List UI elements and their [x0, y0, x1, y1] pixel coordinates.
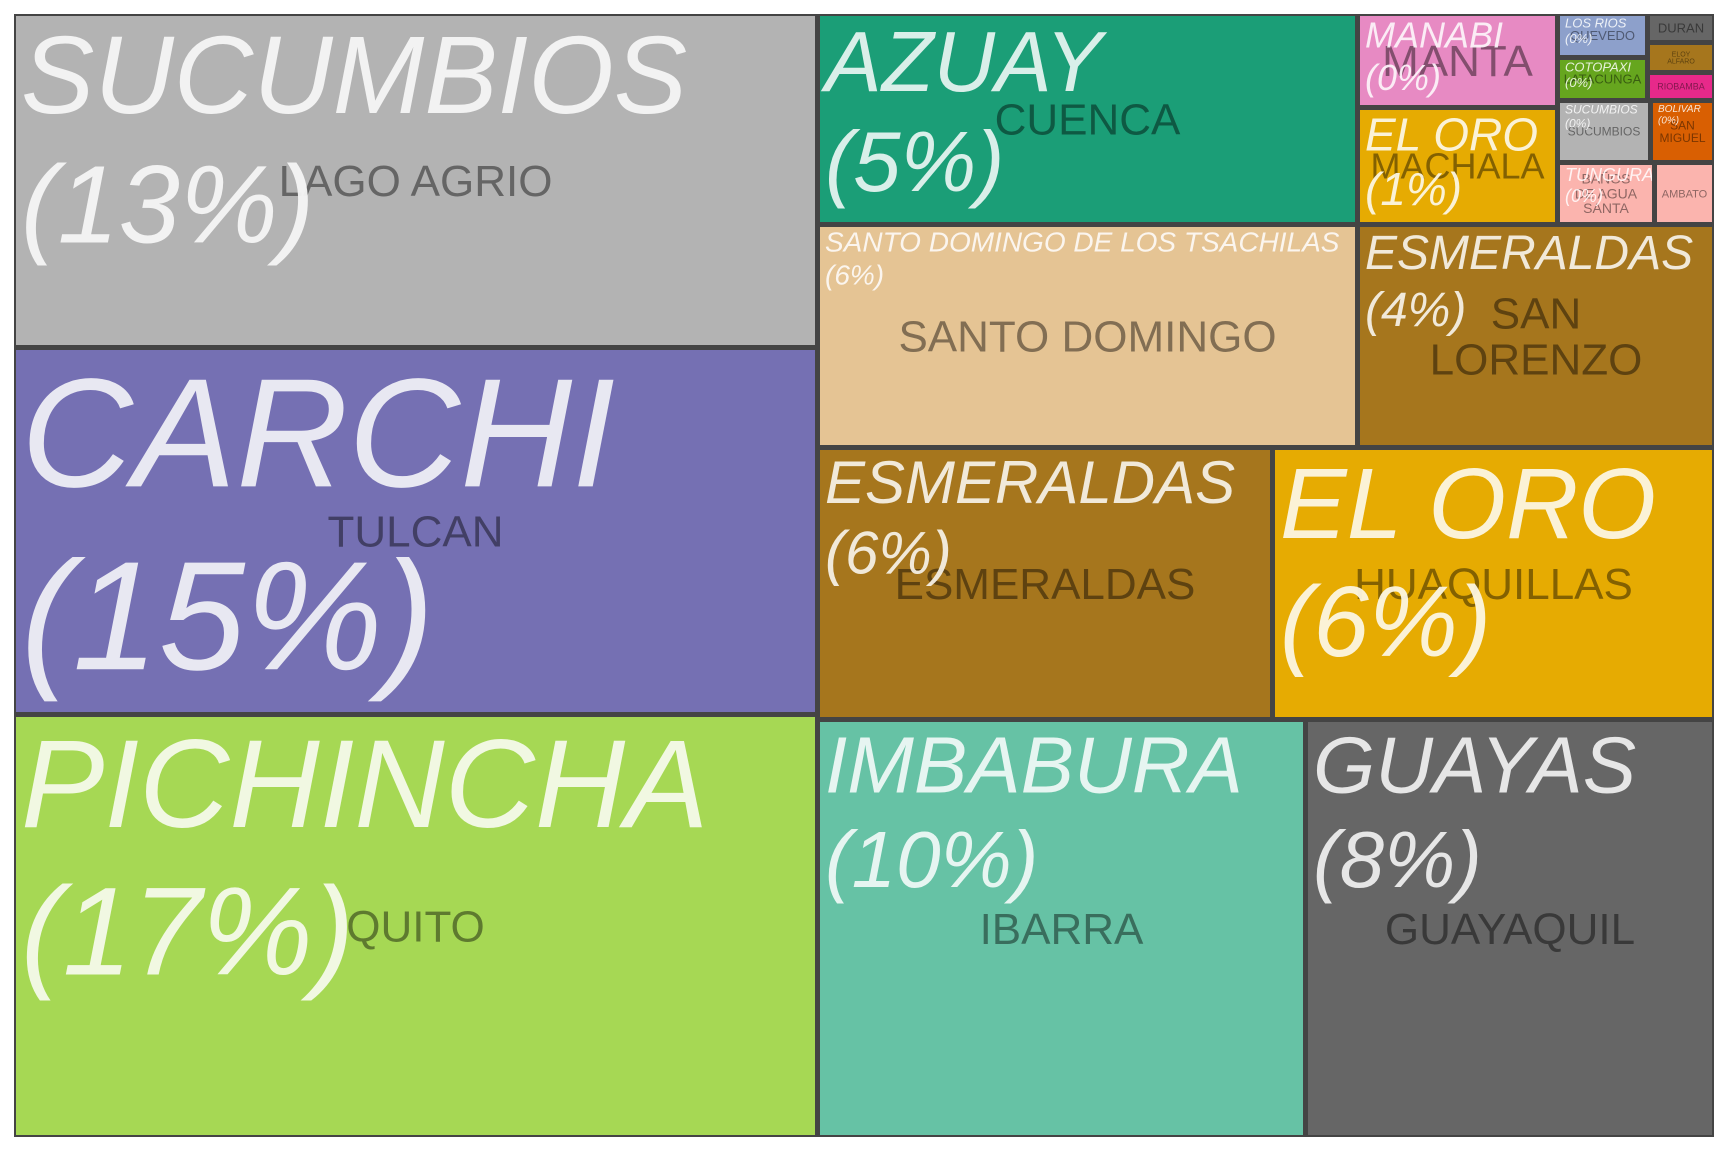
city-label: LAGO AGRIO [279, 157, 553, 206]
city-label: SAN MIGUEL [1659, 118, 1705, 145]
treemap-rect [1650, 45, 1712, 70]
province-label: MANABI (0%) [1365, 15, 1503, 98]
treemap-rect [1560, 165, 1652, 222]
treemap-rect [820, 450, 1270, 717]
treemap-rect [1657, 165, 1712, 222]
treemap-cell: SANTO DOMINGO SANTO DOMINGO DE LOS TSACHI… [820, 227, 1355, 445]
city-label: QUITO [346, 902, 485, 951]
province-label: EL ORO (6%) [1280, 448, 1656, 678]
treemap-cell: DURAN [1650, 16, 1712, 40]
province-label: SANTO DOMINGO DE LOS TSACHILAS (6%) [825, 227, 1340, 291]
city-label: QUEVEDO [1570, 28, 1635, 43]
treemap-rect [16, 717, 815, 1135]
city-label: MACHALA [1370, 146, 1544, 187]
treemap-cell: ELOY ALFARO [1650, 45, 1712, 70]
city-label: CUENCA [995, 95, 1181, 144]
city-label: AMBATO [1662, 188, 1708, 200]
province-label: PICHINCHA (17%) [21, 715, 709, 1002]
treemap-rect [16, 350, 815, 712]
city-label: RIOBAMBA [1657, 82, 1705, 92]
province-label: LOS RIOS (0%) [1565, 15, 1627, 45]
city-label: SUCUMBIOS [1568, 125, 1641, 139]
city-label: SAN LORENZO [1430, 289, 1643, 384]
city-label: LATACUNGA [1564, 72, 1642, 87]
province-label: IMBABURA (10%) [825, 720, 1243, 903]
province-label: SUCUMBIOS (13%) [21, 14, 687, 267]
province-label: AZUAY (5%) [820, 15, 1107, 210]
treemap-rect [820, 722, 1303, 1135]
province-label: ESMERALDAS (4%) [1365, 227, 1693, 337]
treemap-rect [820, 16, 1355, 222]
city-label: SANTO DOMINGO [898, 312, 1276, 361]
treemap-rect [1360, 110, 1555, 222]
province-label: BOLIVAR (0%) [1658, 104, 1701, 127]
province-label: SUCUMBIOS (0%) [1565, 103, 1638, 131]
city-label: BAÑOS DE AGUA SANTA [1575, 171, 1638, 216]
city-label: DURAN [1658, 21, 1704, 36]
city-label: IBARRA [980, 905, 1144, 954]
city-label: MANTA [1382, 37, 1533, 86]
city-label: ESMERALDAS [895, 560, 1196, 609]
city-label: GUAYAQUIL [1385, 905, 1635, 954]
treemap-rect [1360, 16, 1555, 105]
province-label: EL ORO (1%) [1365, 108, 1538, 214]
treemap-rect [1653, 103, 1712, 160]
treemap-cell: AMBATO [1657, 165, 1712, 222]
treemap-rect [1308, 722, 1712, 1135]
treemap-cell: RIOBAMBA [1650, 75, 1712, 98]
treemap-rect [1650, 75, 1712, 98]
treemap-rect [820, 227, 1355, 445]
treemap-rect [1360, 227, 1712, 445]
treemap-rect [1650, 16, 1712, 40]
treemap-rect [1560, 60, 1645, 98]
treemap-rect [1560, 16, 1645, 55]
province-label: GUAYAS (8%) [1313, 720, 1636, 903]
treemap-rect [1275, 450, 1712, 717]
province-label: CARCHI (15%) [21, 346, 615, 702]
treemap-rect [1560, 103, 1648, 160]
city-label: ELOY ALFARO [1667, 51, 1695, 65]
province-label: COTOPAXI (0%) [1565, 59, 1631, 89]
province-label: TUNGURAHUA (0%) [1565, 165, 1692, 206]
city-label: HUAQUILLAS [1354, 560, 1633, 609]
treemap-rect [16, 16, 815, 345]
city-label: TULCAN [327, 507, 503, 556]
province-label: ESMERALDAS (6%) [825, 449, 1235, 587]
